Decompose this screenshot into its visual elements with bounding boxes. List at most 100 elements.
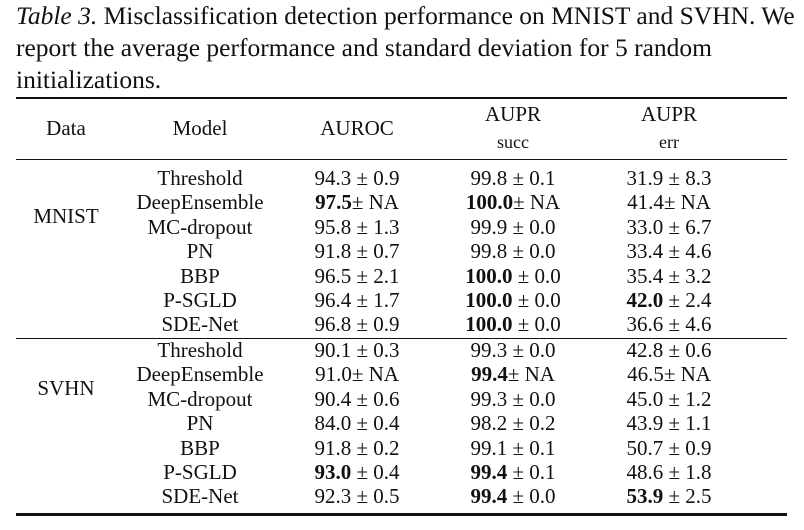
auroc-cell: 96.8 ± 0.9 <box>282 312 432 336</box>
cell-mean: 33.4 <box>626 239 664 264</box>
header-aupr-succ-main: AUPR <box>484 102 542 126</box>
plus-minus-sign: ± <box>351 386 374 411</box>
cell-mean: 99.1 <box>470 435 508 460</box>
cell-mean: 91.8 <box>314 239 352 264</box>
table-row: SDE-Net 96.8 ± 0.9 100.0 ± 0.0 36.6 ± 4.6 <box>16 312 787 336</box>
table-row: P-SGLD 93.0 ± 0.4 99.4 ± 0.1 48.6 ± 1.8 <box>16 460 787 484</box>
aupr-succ-cell: 99.8 ± 0.0 <box>438 239 588 263</box>
cell-std: 1.7 <box>373 288 400 312</box>
plus-minus-sign: ± <box>513 190 530 215</box>
cell-std: 0.0 <box>534 312 561 337</box>
plus-minus-sign: ± <box>663 460 686 484</box>
cell-std: NA <box>529 190 561 215</box>
cell-std: NA <box>524 362 555 387</box>
cell-mean: 98.2 <box>470 411 508 436</box>
header-rule <box>16 159 787 160</box>
auroc-cell: 94.3 ± 0.9 <box>282 166 432 190</box>
auroc-cell: 90.1 ± 0.3 <box>282 338 432 362</box>
cell-mean: 53.9 <box>626 484 664 509</box>
auroc-cell: 92.3 ± 0.5 <box>282 484 432 508</box>
cell-mean: 84.0 <box>314 411 352 436</box>
cell-mean: 96.4 <box>314 288 352 312</box>
cell-mean: 43.9 <box>626 411 664 436</box>
header-data: Data <box>46 116 86 140</box>
aupr-err-cell: 50.7 ± 0.9 <box>594 436 744 460</box>
plus-minus-sign: ± <box>663 411 686 436</box>
plus-minus-sign: ± <box>663 338 686 362</box>
cell-mean: 92.3 <box>314 484 352 509</box>
cell-std: 0.4 <box>373 460 400 484</box>
cell-mean: 90.1 <box>314 338 352 362</box>
cell-mean: 94.3 <box>314 166 352 190</box>
plus-minus-sign: ± <box>507 411 530 436</box>
aupr-succ-cell: 99.8 ± 0.1 <box>438 166 588 190</box>
aupr-err-cell: 42.0 ± 2.4 <box>594 288 744 312</box>
cell-std: 0.0 <box>529 386 556 411</box>
cell-mean: 100.0 <box>465 312 513 337</box>
cell-std: NA <box>680 362 711 387</box>
table-row: SDE-Net 92.3 ± 0.5 99.4 ± 0.0 53.9 ± 2.5 <box>16 484 787 508</box>
table-caption: Table 3. Misclassification detection per… <box>16 0 796 96</box>
plus-minus-sign: ± <box>663 190 681 215</box>
cell-mean: 100.0 <box>465 288 513 312</box>
cell-mean: 97.5 <box>315 190 352 215</box>
plus-minus-sign: ± <box>507 484 530 509</box>
cell-mean: 100.0 <box>465 190 514 215</box>
plus-minus-sign: ± <box>507 214 530 239</box>
model-cell: Threshold <box>157 166 243 190</box>
cell-std: NA <box>368 362 399 387</box>
model-cell: SDE-Net <box>161 484 239 509</box>
header-model: Model <box>172 116 228 140</box>
aupr-succ-cell: 99.1 ± 0.1 <box>438 436 588 460</box>
cell-mean: 96.5 <box>314 263 352 288</box>
cell-std: 6.7 <box>685 214 712 239</box>
cell-std: 0.1 <box>529 460 556 484</box>
plus-minus-sign: ± <box>507 166 530 190</box>
plus-minus-sign: ± <box>351 362 369 387</box>
model-cell: DeepEnsemble <box>136 190 264 215</box>
aupr-succ-cell: 100.0 ± 0.0 <box>438 264 588 288</box>
cell-mean: 99.3 <box>470 338 508 362</box>
table-row: PN 84.0 ± 0.4 98.2 ± 0.2 43.9 ± 1.1 <box>16 411 787 435</box>
aupr-err-cell: 53.9 ± 2.5 <box>594 484 744 508</box>
bottom-rule <box>16 513 787 516</box>
cell-mean: 90.4 <box>314 386 352 411</box>
plus-minus-sign: ± <box>351 190 369 215</box>
plus-minus-sign: ± <box>512 312 535 337</box>
cell-mean: 99.9 <box>470 214 508 239</box>
plus-minus-sign: ± <box>507 338 530 362</box>
table-row: BBP 91.8 ± 0.2 99.1 ± 0.1 50.7 ± 0.9 <box>16 436 787 460</box>
cell-mean: 35.4 <box>626 263 664 288</box>
cell-std: 0.5 <box>373 484 400 509</box>
cell-mean: 42.8 <box>626 338 664 362</box>
cell-mean: 99.4 <box>470 484 508 509</box>
cell-std: 0.1 <box>529 166 556 190</box>
aupr-err-cell: 46.5± NA <box>594 362 744 386</box>
cell-std: 0.0 <box>529 338 556 362</box>
auroc-cell: 91.0± NA <box>282 362 432 386</box>
cell-std: 0.7 <box>373 239 400 264</box>
aupr-err-cell: 43.9 ± 1.1 <box>594 411 744 435</box>
cell-std: 2.1 <box>373 263 400 288</box>
cell-std: 0.6 <box>685 338 712 362</box>
aupr-succ-cell: 100.0 ± 0.0 <box>438 312 588 336</box>
cell-mean: 46.5 <box>627 362 664 387</box>
plus-minus-sign: ± <box>663 263 686 288</box>
cell-std: 3.2 <box>685 263 712 288</box>
cell-mean: 48.6 <box>626 460 664 484</box>
header-aupr-err: AUPR err <box>594 102 744 154</box>
cell-mean: 36.6 <box>626 312 664 337</box>
model-cell: P-SGLD <box>163 460 237 484</box>
table-row: MC-dropout 95.8 ± 1.3 99.9 ± 0.0 33.0 ± 6.7 <box>16 215 787 239</box>
model-cell: BBP <box>180 263 220 288</box>
auroc-cell: 93.0 ± 0.4 <box>282 460 432 484</box>
aupr-err-cell: 42.8 ± 0.6 <box>594 338 744 362</box>
aupr-succ-cell: 98.2 ± 0.2 <box>438 411 588 435</box>
cell-mean: 99.3 <box>470 386 508 411</box>
aupr-err-cell: 36.6 ± 4.6 <box>594 312 744 336</box>
table-row: Threshold 94.3 ± 0.9 99.8 ± 0.1 31.9 ± 8.3 <box>16 166 787 190</box>
plus-minus-sign: ± <box>351 435 374 460</box>
table-row: PN 91.8 ± 0.7 99.8 ± 0.0 33.4 ± 4.6 <box>16 239 787 263</box>
header-aupr-succ: AUPR succ <box>438 102 588 154</box>
plus-minus-sign: ± <box>507 386 530 411</box>
